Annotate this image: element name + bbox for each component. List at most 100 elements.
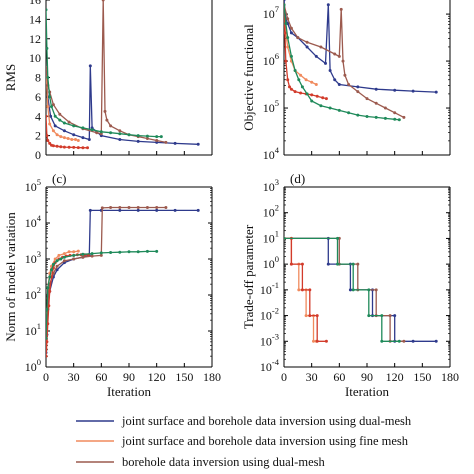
data-point bbox=[300, 85, 304, 89]
data-point bbox=[46, 286, 50, 290]
data-point bbox=[72, 257, 76, 261]
data-point bbox=[374, 101, 378, 105]
data-point bbox=[46, 8, 48, 12]
x-tick-label: 120 bbox=[148, 370, 166, 384]
data-point bbox=[90, 128, 94, 132]
data-point bbox=[51, 103, 55, 107]
data-point bbox=[315, 314, 319, 318]
legend-label: joint surface and borehole data inversio… bbox=[121, 434, 409, 448]
data-point bbox=[347, 83, 351, 86]
x-tick-label: 0 bbox=[43, 370, 49, 384]
data-point bbox=[173, 141, 177, 145]
y-tick-label: 14 bbox=[29, 12, 41, 26]
data-point bbox=[402, 115, 406, 119]
data-point bbox=[300, 288, 304, 292]
panel-b-objective-functional: 104 105 106 107 Objective functional bbox=[241, 0, 451, 162]
data-point bbox=[48, 95, 52, 99]
data-point bbox=[328, 106, 332, 110]
data-point bbox=[155, 139, 159, 142]
series-group bbox=[284, 0, 438, 122]
data-point bbox=[109, 131, 113, 135]
legend-entry: borehole data inversion using dual-mesh bbox=[76, 455, 325, 469]
data-point bbox=[72, 145, 76, 149]
data-point bbox=[310, 99, 314, 103]
data-point bbox=[324, 97, 328, 101]
data-point bbox=[88, 208, 92, 212]
data-point bbox=[118, 208, 122, 212]
y-tick-label: 10-1 bbox=[260, 280, 279, 297]
data-point bbox=[383, 116, 387, 120]
data-point bbox=[57, 253, 61, 257]
data-point bbox=[297, 78, 301, 82]
data-point bbox=[51, 129, 55, 133]
y-tick-label: 104 bbox=[263, 145, 280, 162]
data-point bbox=[90, 252, 94, 256]
data-point bbox=[284, 3, 286, 7]
data-point bbox=[336, 236, 339, 240]
data-point bbox=[343, 73, 347, 77]
data-point bbox=[99, 253, 103, 257]
data-point bbox=[67, 120, 71, 124]
data-point bbox=[374, 115, 378, 119]
data-point bbox=[284, 22, 288, 25]
y-tick-label: 105 bbox=[25, 177, 41, 194]
data-point bbox=[286, 36, 290, 40]
data-point bbox=[50, 105, 53, 109]
data-point bbox=[388, 314, 392, 318]
data-point bbox=[393, 88, 397, 92]
y-tick-label: 10-2 bbox=[260, 306, 279, 323]
data-point bbox=[365, 115, 369, 118]
data-point bbox=[348, 288, 352, 292]
y-tick-label: 16 bbox=[29, 0, 41, 7]
x-tick-label: 0 bbox=[281, 370, 287, 384]
y-tick-label: 105 bbox=[263, 98, 279, 115]
data-point bbox=[90, 254, 94, 258]
data-point bbox=[81, 252, 85, 256]
y-tick-label: 10-3 bbox=[260, 331, 279, 348]
data-point bbox=[46, 134, 49, 138]
data-point bbox=[196, 208, 200, 212]
y-tick-label: 102 bbox=[25, 285, 41, 302]
x-axis-label: Iteration bbox=[345, 384, 390, 399]
data-point bbox=[333, 52, 337, 56]
data-point bbox=[365, 97, 369, 101]
data-point bbox=[314, 83, 318, 86]
data-point bbox=[304, 78, 308, 82]
data-point bbox=[46, 336, 48, 340]
data-point bbox=[118, 132, 122, 136]
data-point bbox=[88, 64, 92, 68]
x-tick-label: 90 bbox=[361, 370, 373, 384]
data-point bbox=[46, 139, 50, 142]
data-point bbox=[59, 145, 63, 149]
legend: joint surface and borehole data inversio… bbox=[76, 414, 412, 469]
data-point bbox=[118, 138, 122, 141]
data-point bbox=[293, 90, 297, 94]
data-point bbox=[66, 137, 70, 140]
y-tick-label: 103 bbox=[25, 249, 41, 266]
panel-label: (d) bbox=[290, 171, 305, 186]
data-point bbox=[55, 259, 59, 263]
panel-d-trade-off-parameter: 10-4 10-3 10-2 10-1 100 101 102 103 0 30 60 90 120 15… bbox=[241, 171, 459, 399]
data-point bbox=[62, 129, 66, 133]
data-point bbox=[173, 208, 177, 212]
data-point bbox=[324, 339, 328, 343]
data-point bbox=[72, 133, 76, 137]
data-point bbox=[136, 250, 140, 254]
data-point bbox=[314, 54, 318, 58]
data-point bbox=[76, 249, 80, 253]
y-tick-label: 100 bbox=[25, 357, 41, 374]
legend-entry: joint surface and borehole data inversio… bbox=[76, 434, 409, 448]
data-point bbox=[356, 85, 360, 89]
data-point bbox=[159, 135, 163, 139]
data-point bbox=[300, 262, 304, 266]
data-point bbox=[145, 134, 149, 138]
data-point bbox=[62, 255, 66, 259]
y-tick-label: 0 bbox=[35, 148, 41, 162]
data-point bbox=[46, 105, 50, 109]
data-point bbox=[67, 250, 71, 254]
data-point bbox=[86, 146, 89, 150]
data-point bbox=[118, 129, 122, 133]
y-tick-label: 101 bbox=[263, 228, 279, 245]
data-point bbox=[321, 96, 325, 100]
